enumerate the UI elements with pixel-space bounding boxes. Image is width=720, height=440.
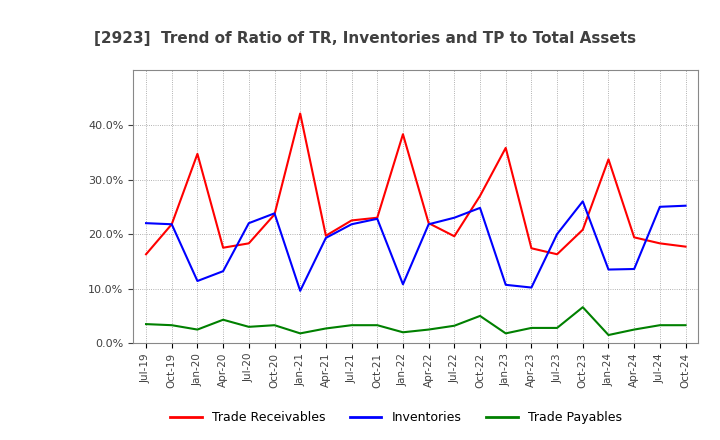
Trade Receivables	[604, 157, 613, 162]
Inventories	[373, 216, 382, 221]
Inventories	[655, 204, 664, 209]
Trade Payables	[168, 323, 176, 328]
Trade Receivables	[245, 241, 253, 246]
Inventories	[270, 211, 279, 216]
Inventories	[399, 282, 408, 287]
Trade Receivables	[168, 222, 176, 227]
Line: Trade Receivables: Trade Receivables	[146, 114, 685, 254]
Trade Receivables	[501, 145, 510, 150]
Trade Receivables	[655, 241, 664, 246]
Inventories	[142, 220, 150, 226]
Trade Receivables	[630, 235, 639, 240]
Trade Receivables	[347, 218, 356, 223]
Trade Receivables	[553, 252, 562, 257]
Trade Receivables	[399, 132, 408, 137]
Trade Payables	[578, 304, 587, 310]
Line: Trade Payables: Trade Payables	[146, 307, 685, 335]
Trade Payables	[270, 323, 279, 328]
Trade Receivables	[450, 234, 459, 239]
Trade Payables	[142, 322, 150, 327]
Trade Receivables	[476, 193, 485, 198]
Trade Payables	[296, 331, 305, 336]
Inventories	[424, 222, 433, 227]
Trade Receivables	[578, 227, 587, 232]
Trade Receivables	[142, 252, 150, 257]
Trade Receivables	[219, 245, 228, 250]
Inventories	[347, 222, 356, 227]
Inventories	[604, 267, 613, 272]
Inventories	[450, 215, 459, 220]
Trade Payables	[219, 317, 228, 323]
Inventories	[322, 235, 330, 241]
Trade Receivables	[681, 244, 690, 249]
Inventories	[501, 282, 510, 287]
Inventories	[168, 222, 176, 227]
Trade Payables	[399, 330, 408, 335]
Inventories	[578, 199, 587, 204]
Trade Receivables	[424, 220, 433, 226]
Trade Receivables	[270, 212, 279, 217]
Inventories	[193, 279, 202, 284]
Trade Payables	[476, 313, 485, 319]
Trade Receivables	[322, 233, 330, 238]
Trade Payables	[604, 332, 613, 337]
Trade Payables	[630, 327, 639, 332]
Inventories	[219, 268, 228, 274]
Trade Receivables	[296, 111, 305, 116]
Inventories	[681, 203, 690, 209]
Trade Payables	[193, 327, 202, 332]
Trade Payables	[655, 323, 664, 328]
Trade Receivables	[193, 151, 202, 157]
Inventories	[527, 285, 536, 290]
Legend: Trade Receivables, Inventories, Trade Payables: Trade Receivables, Inventories, Trade Pa…	[166, 407, 626, 429]
Trade Payables	[450, 323, 459, 328]
Trade Payables	[553, 325, 562, 330]
Line: Inventories: Inventories	[146, 202, 685, 291]
Inventories	[630, 266, 639, 271]
Inventories	[245, 220, 253, 226]
Trade Payables	[373, 323, 382, 328]
Trade Payables	[245, 324, 253, 330]
Trade Receivables	[527, 246, 536, 251]
Trade Payables	[347, 323, 356, 328]
Trade Payables	[322, 326, 330, 331]
Trade Payables	[501, 331, 510, 336]
Inventories	[296, 288, 305, 293]
Trade Payables	[681, 323, 690, 328]
Text: [2923]  Trend of Ratio of TR, Inventories and TP to Total Assets: [2923] Trend of Ratio of TR, Inventories…	[94, 31, 636, 46]
Inventories	[553, 231, 562, 237]
Trade Payables	[424, 327, 433, 332]
Inventories	[476, 205, 485, 210]
Trade Payables	[527, 325, 536, 330]
Trade Receivables	[373, 215, 382, 220]
